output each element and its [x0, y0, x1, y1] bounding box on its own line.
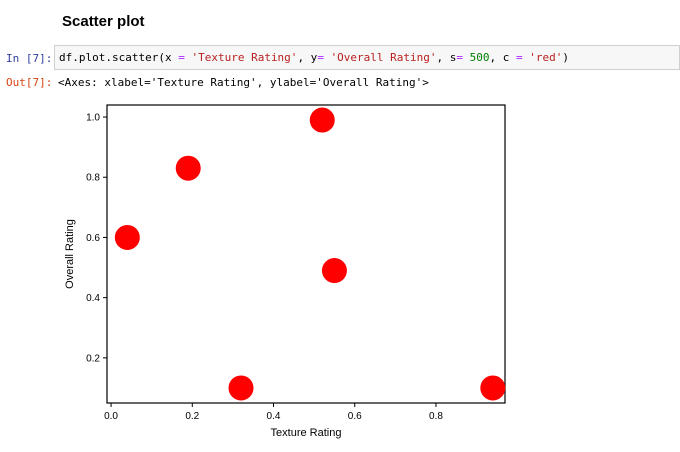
y-tick-label: 1.0 — [86, 113, 100, 124]
code-token: , y — [297, 51, 318, 64]
code-token: , c — [489, 51, 517, 64]
code-token: = — [178, 51, 185, 64]
output-prompt: Out[7]: — [6, 76, 53, 89]
code-token: 500 — [469, 51, 490, 64]
code-token: = — [456, 51, 464, 64]
y-tick-label: 0.6 — [86, 233, 100, 244]
x-tick-label: 0.2 — [185, 411, 199, 422]
code-token: = — [516, 51, 523, 64]
code-token: 'red' — [529, 51, 563, 64]
scatter-point — [480, 375, 506, 401]
y-tick-label: 0.2 — [86, 353, 100, 364]
x-axis-label: Texture Rating — [271, 427, 342, 439]
x-tick-label: 0.6 — [348, 411, 362, 422]
output-text: <Axes: xlabel='Texture Rating', ylabel='… — [58, 76, 429, 89]
y-tick-label: 0.4 — [86, 293, 100, 304]
x-tick-label: 0.8 — [429, 411, 443, 422]
code-cell-editor[interactable]: df.plot.scatter(x = 'Texture Rating', y=… — [54, 45, 680, 70]
scatter-point — [321, 258, 347, 284]
section-heading: Scatter plot — [62, 13, 145, 30]
y-axis-label: Overall Rating — [64, 219, 76, 289]
code-token: ) — [562, 51, 570, 64]
scatter-point — [175, 155, 201, 181]
x-tick-label: 0.0 — [104, 411, 118, 422]
code-token: df.plot.scatter(x — [59, 51, 179, 64]
scatter-point — [228, 375, 254, 401]
x-tick-label: 0.4 — [267, 411, 281, 422]
plot-frame — [106, 104, 506, 404]
scatter-point — [309, 107, 335, 133]
code-token: = — [317, 51, 324, 64]
code-token: , s — [436, 51, 457, 64]
code-token: 'Texture Rating' — [191, 51, 298, 64]
input-prompt: In [7]: — [6, 52, 53, 65]
y-tick-label: 0.8 — [86, 173, 100, 184]
scatter-point — [114, 224, 140, 250]
code-token: 'Overall Rating' — [330, 51, 437, 64]
